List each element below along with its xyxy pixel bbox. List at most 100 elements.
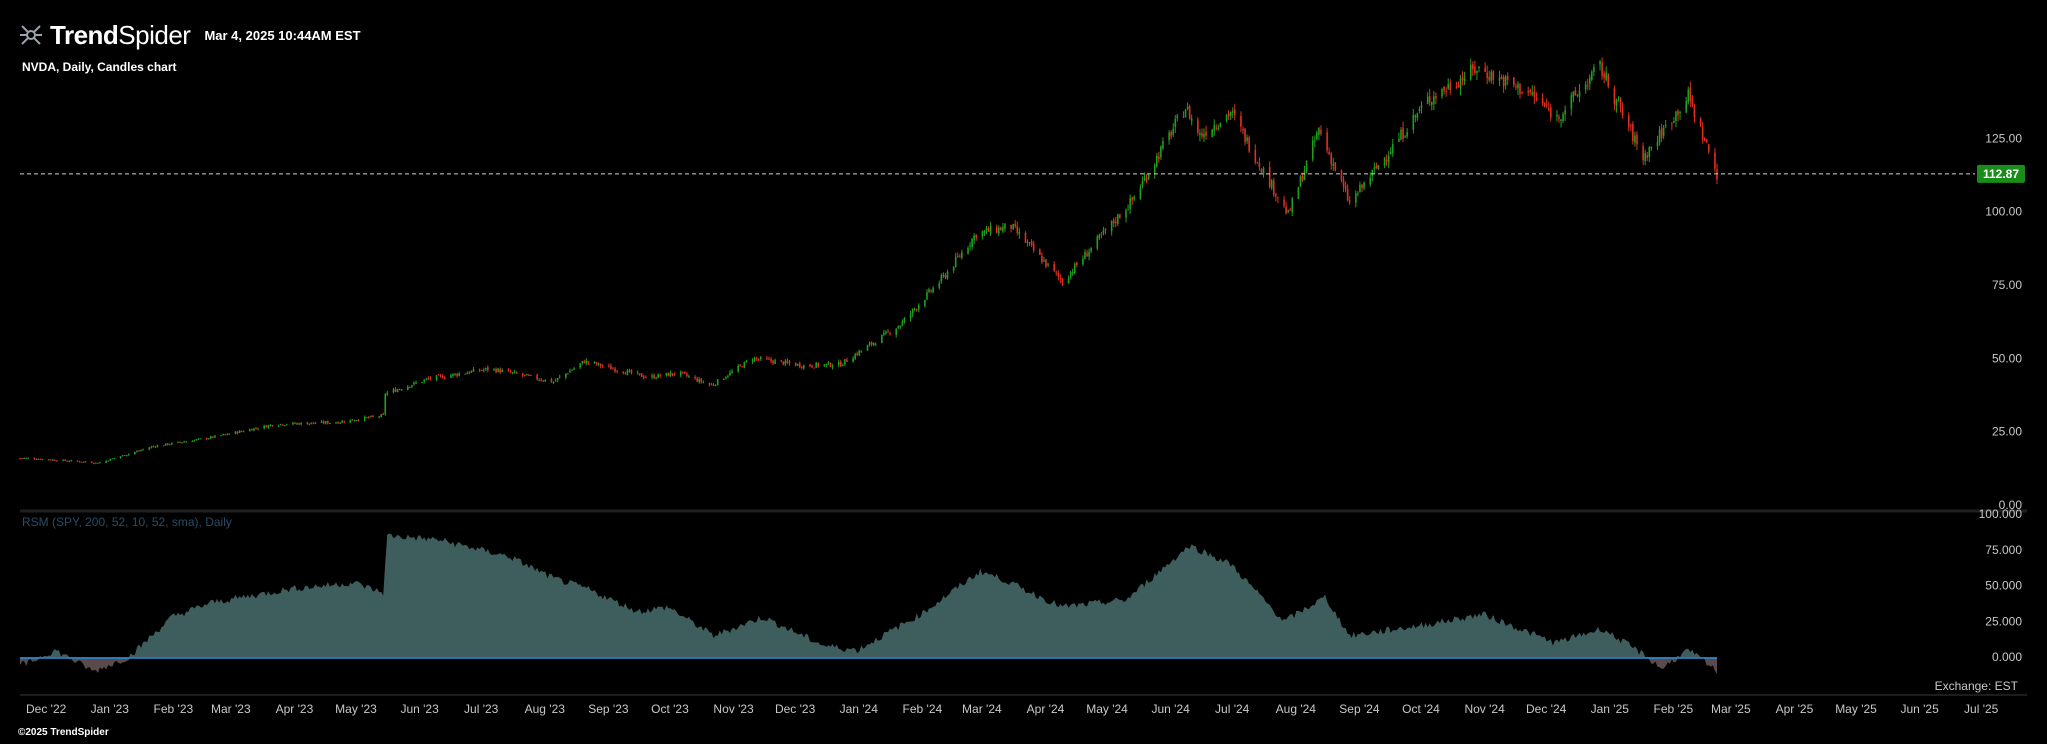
candle-body [1578, 90, 1581, 98]
candle-body [829, 362, 832, 367]
candle-body [846, 359, 848, 362]
candle [954, 252, 957, 268]
candle-body [1114, 221, 1117, 223]
candle-body [815, 362, 817, 368]
candle [450, 373, 452, 379]
candle-body [267, 425, 270, 428]
candle [1004, 223, 1006, 232]
candle [365, 417, 368, 419]
candle-body [1082, 258, 1084, 265]
candle-body [1435, 96, 1437, 99]
candle-body [240, 431, 243, 433]
candle-body [1002, 226, 1004, 232]
candle-body [1492, 71, 1495, 81]
candle-body [1225, 115, 1228, 121]
candle-body [1125, 210, 1127, 218]
trendspider-logo[interactable]: TrendSpider [18, 20, 191, 51]
candle [1059, 274, 1062, 284]
candle [468, 371, 471, 375]
candle-body [1414, 115, 1417, 117]
candle [470, 370, 473, 373]
candle [727, 374, 729, 379]
candle [1114, 216, 1117, 228]
candle-body [839, 361, 842, 367]
candle-body [1129, 198, 1131, 209]
candle [523, 374, 526, 377]
candle [429, 376, 432, 381]
candle [1260, 168, 1263, 174]
candle [27, 457, 30, 459]
candle-body [148, 447, 151, 450]
candle [212, 436, 214, 439]
candle [1172, 123, 1175, 137]
x-axis-tick: Aug '23 [525, 702, 566, 716]
candle-body [1402, 127, 1404, 139]
candle [530, 374, 532, 376]
candle [329, 422, 331, 425]
price-axis-tick: 75.00 [1992, 278, 2022, 292]
candle [485, 367, 487, 371]
candle [1030, 239, 1033, 248]
candle-body [883, 332, 885, 336]
rsm-area-positive [20, 533, 1717, 658]
candle [351, 419, 354, 421]
candle-body [973, 235, 975, 241]
candle [831, 363, 834, 370]
candle [39, 458, 42, 460]
candle [1246, 134, 1248, 144]
candle [123, 454, 126, 456]
candle-body [1258, 162, 1261, 167]
candle-body [700, 378, 703, 382]
candle-body [712, 384, 715, 386]
candle-body [1098, 234, 1101, 239]
candle-body [1673, 120, 1675, 123]
candle [1332, 157, 1335, 171]
candle-body [1564, 109, 1566, 115]
candle [294, 421, 296, 425]
candle-body [183, 441, 185, 443]
candle [645, 375, 647, 379]
candle [1203, 128, 1205, 143]
candle-body [255, 428, 257, 430]
candle [82, 461, 85, 463]
candle-body [1346, 189, 1349, 201]
candle [1045, 259, 1047, 269]
candle [698, 376, 701, 384]
candle-body [1484, 67, 1486, 72]
candle-body [1305, 160, 1308, 172]
candle [714, 384, 717, 387]
candle-body [308, 423, 311, 425]
candle-body [497, 368, 499, 373]
candle [868, 341, 871, 347]
candle [1472, 61, 1474, 77]
candle-body [1664, 124, 1667, 127]
candle-body [1303, 170, 1306, 181]
candle [597, 362, 600, 367]
candle [684, 371, 686, 374]
candle [895, 328, 898, 338]
candle-body [1535, 98, 1538, 100]
candle [277, 424, 280, 428]
candle-body [911, 308, 914, 314]
candle [1168, 130, 1170, 145]
candle-body [470, 370, 473, 373]
candle-body [1244, 128, 1246, 143]
candle-body [415, 382, 417, 384]
candle-body [643, 376, 645, 378]
candle [1632, 121, 1634, 145]
x-axis-tick: May '24 [1086, 702, 1128, 716]
candle-body [136, 450, 138, 452]
indicator-label[interactable]: RSM (SPY, 200, 52, 10, 52, sma), Daily [22, 515, 232, 529]
candle [193, 439, 196, 442]
candle [421, 381, 423, 384]
candle [669, 370, 672, 377]
candle [1662, 124, 1665, 140]
candle-body [788, 361, 791, 364]
candle-body [1240, 115, 1242, 127]
candle [1703, 137, 1706, 142]
candle-body [1355, 193, 1357, 203]
candle [437, 373, 440, 376]
candle-body [68, 460, 71, 462]
x-axis-tick: Mar '24 [962, 702, 1002, 716]
